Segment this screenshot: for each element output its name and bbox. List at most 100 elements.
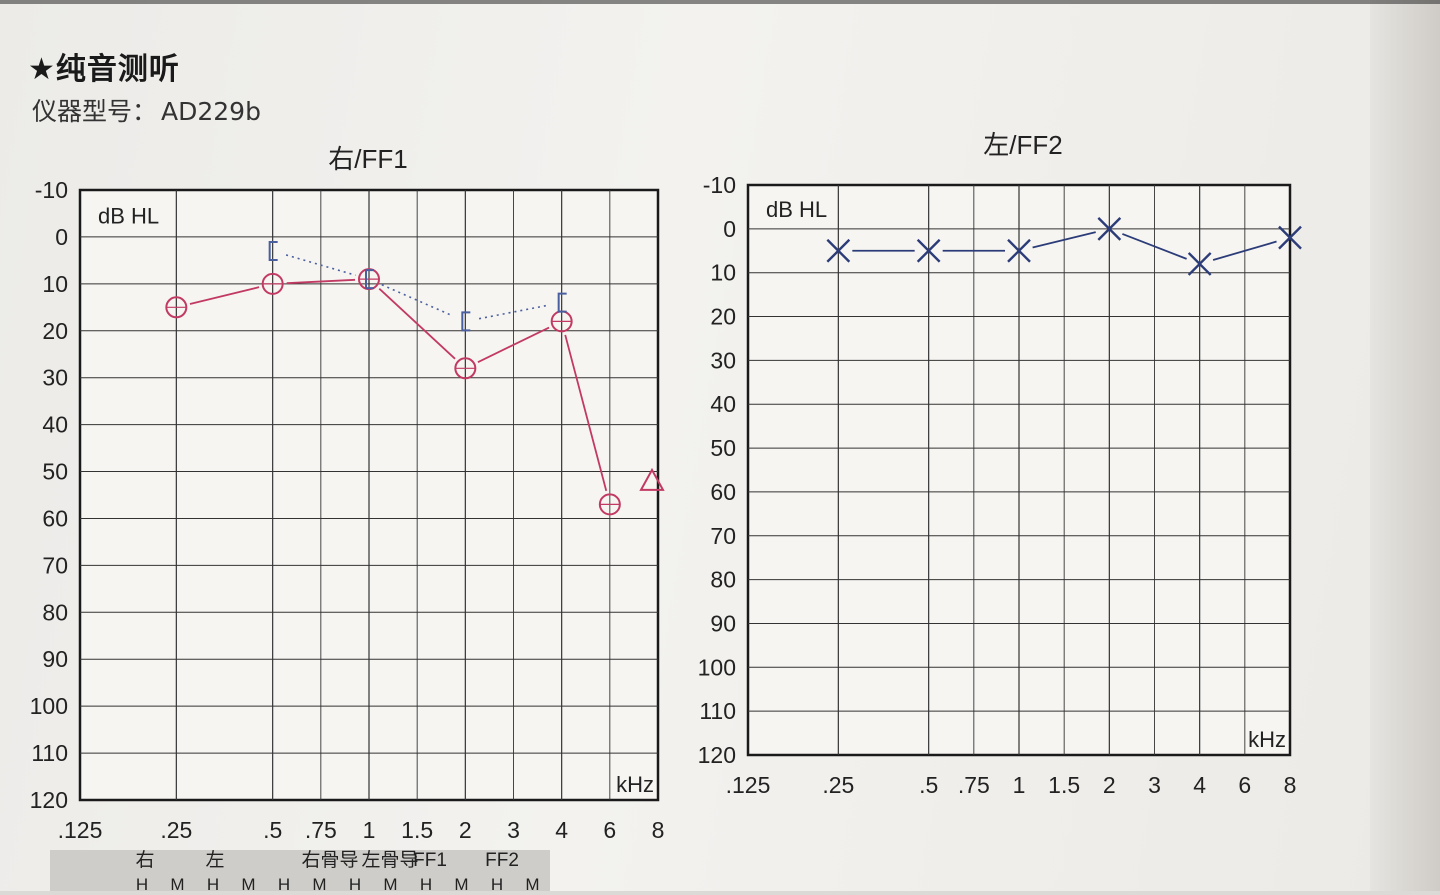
y-tick-label: 0 (55, 224, 68, 250)
y-tick-label: 70 (42, 552, 68, 578)
x-tick-label: 2 (1103, 772, 1116, 798)
legend-sub-label: H (349, 875, 361, 891)
series-line-segment (1122, 233, 1187, 260)
y-tick-label: 40 (710, 391, 736, 417)
series-line-segment (1212, 240, 1277, 261)
x-tick-label: 8 (1284, 772, 1297, 798)
x-tick-label: 4 (555, 817, 568, 843)
series-line-segment (381, 284, 453, 317)
series-line-segment (286, 278, 356, 285)
x-tick-label: .5 (263, 817, 282, 843)
x-tick-label: .25 (822, 772, 854, 798)
legend-group-label: 右骨导 (301, 850, 358, 871)
y-tick-label: 40 (42, 412, 68, 438)
x-tick-label: 3 (507, 817, 520, 843)
x-axis-label: kHz (616, 772, 654, 797)
y-tick-label: 10 (42, 271, 68, 297)
unit-label: dB HL (98, 203, 159, 228)
y-tick-label: 90 (710, 610, 736, 636)
y-tick-label: 100 (698, 654, 736, 680)
series-line-segment (285, 254, 356, 276)
x-tick-label: .125 (58, 817, 103, 843)
x-tick-label: .75 (305, 817, 337, 843)
chart-title: 右/FF1 (328, 144, 407, 174)
legend-sub-label: M (241, 875, 255, 891)
y-tick-label: 100 (30, 693, 68, 719)
legend-sub-label: H (136, 875, 148, 891)
device-model: AD229b (161, 97, 261, 126)
right-ear-audiogram: 右/FF1 -10 0 10 20 30 40 50 60 70 80 90 100 110 120 .125… (30, 144, 665, 843)
y-tick-label: 30 (710, 347, 736, 373)
series-line-segment (564, 334, 608, 492)
legend-sub-label: M (525, 875, 539, 891)
x-tick-label: 3 (1148, 772, 1161, 798)
x-tick-label: .5 (919, 772, 938, 798)
y-tick-label: 0 (723, 216, 736, 242)
y-tick-label: 70 (710, 523, 736, 549)
legend-group-label: 右 (135, 850, 154, 871)
x-tick-label: .125 (726, 772, 771, 798)
marker-bone-bracket (557, 292, 567, 313)
x-tick-label: 2 (459, 817, 472, 843)
marker-bone-bracket (461, 311, 471, 332)
x-tick-label: 1.5 (1048, 772, 1080, 798)
x-tick-label: .25 (160, 817, 192, 843)
y-tick-label: 30 (42, 365, 68, 391)
legend-strip: 右 左 右骨导 左骨导 FF1 FF2 H M H M H M H M H M H M (50, 849, 550, 894)
series-line-segment (477, 326, 550, 363)
x-tick-label: 1 (363, 817, 376, 843)
marker-x-left (916, 238, 941, 263)
legend-sub-label: H (207, 875, 219, 891)
left-ear-audiogram: 左/FF2 -10 0 10 20 30 40 50 60 70 80 90 100 110 120 .125… (698, 130, 1302, 798)
x-tick-label: 6 (1238, 772, 1251, 798)
y-tick-label: 20 (710, 304, 736, 330)
legend-sub-label: H (491, 875, 503, 891)
marker-bone-bracket (365, 269, 374, 290)
series-line-segment (378, 288, 456, 360)
legend-sub-label: M (170, 875, 184, 891)
y-tick-label: 90 (42, 646, 68, 672)
marker-x-left (1278, 225, 1302, 250)
x-tick-label: 4 (1193, 772, 1206, 798)
x-tick-label: 6 (603, 817, 616, 843)
y-tick-label: 110 (699, 698, 736, 724)
y-tick-label: 10 (710, 260, 736, 286)
y-tick-label: 80 (42, 599, 68, 625)
legend-sub-label: M (383, 875, 397, 891)
legend-group-label: FF2 (485, 850, 519, 871)
y-tick-label: -10 (703, 172, 736, 198)
device-model-line: 仪器型号： AD229b (32, 92, 265, 128)
y-tick-label: 60 (42, 505, 68, 531)
y-tick-label: 60 (710, 479, 736, 505)
marker-x-left (1007, 238, 1031, 263)
series-line-segment (1032, 231, 1096, 249)
x-tick-label: 1.5 (401, 817, 433, 843)
marker-x-left (1097, 216, 1122, 241)
x-tick-label: 8 (652, 817, 665, 843)
y-tick-label: 50 (710, 435, 736, 461)
legend-sub-label: H (420, 875, 432, 891)
legend-sub-label: H (278, 875, 290, 891)
chart-title: 左/FF2 (983, 130, 1062, 160)
y-tick-label: 20 (42, 318, 68, 344)
x-tick-label: 1 (1013, 772, 1026, 798)
y-tick-label: 120 (698, 742, 736, 768)
series-line-segment (189, 286, 260, 305)
top-rule (0, 0, 1440, 4)
marker-bone-bracket (268, 241, 278, 261)
y-tick-label: 50 (42, 459, 68, 485)
background-edge (1370, 0, 1440, 891)
y-tick-label: 80 (710, 567, 736, 593)
legend-sub-label: M (312, 875, 326, 891)
legend-sub-label: M (454, 875, 468, 891)
x-tick-label: .75 (958, 772, 990, 798)
section-title: ★纯音测听 (28, 52, 180, 87)
device-label: 仪器型号： (32, 97, 158, 126)
unit-label: dB HL (766, 197, 827, 222)
marker-triangle (639, 467, 665, 491)
legend-group-label: FF1 (413, 850, 447, 871)
marker-x-left (1187, 252, 1212, 276)
x-axis-label: kHz (1248, 727, 1286, 752)
legend-group-label: 左骨导 (361, 850, 418, 871)
